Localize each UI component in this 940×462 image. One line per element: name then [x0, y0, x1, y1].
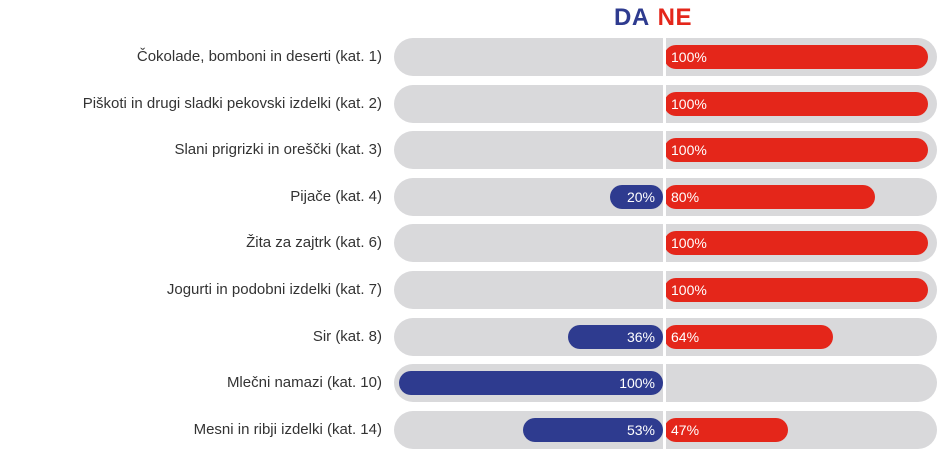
chart-row: Žita za zajtrk (kat. 6) 100%: [0, 223, 940, 263]
category-label: Jogurti in podobni izdelki (kat. 7): [166, 281, 382, 298]
bar-da: 36%: [567, 324, 663, 349]
center-divider: [663, 410, 666, 449]
center-divider: [663, 317, 666, 356]
center-divider: [663, 177, 666, 216]
bar-da: 53%: [523, 417, 663, 442]
chart-row: Mesni in ribji izdelki (kat. 14) 53% 47%: [0, 410, 940, 450]
category-label: Piškoti in drugi sladki pekovski izdelki…: [82, 94, 382, 112]
center-divider: [663, 271, 666, 309]
center-divider: [663, 84, 666, 123]
chart-row: Jogurti in podobni izdelki (kat. 7) 100%: [0, 270, 940, 310]
bar-da: 100%: [399, 371, 663, 396]
bar-ne: 100%: [664, 231, 928, 256]
category-label: Mesni in ribji izdelki (kat. 14): [193, 420, 382, 438]
category-label: Slani prigrizki in oreščki (kat. 3): [174, 141, 382, 159]
chart-row: Slani prigrizki in oreščki (kat. 3) 100%: [0, 130, 940, 170]
category-label: Žita za zajtrk (kat. 6): [246, 234, 382, 252]
bar-ne: 100%: [664, 45, 928, 69]
center-divider: [663, 38, 666, 76]
category-label: Pijače (kat. 4): [290, 187, 382, 205]
center-divider: [663, 224, 666, 263]
bar-ne: 80%: [664, 184, 876, 209]
category-label: Sir (kat. 8): [312, 327, 382, 345]
bar-ne: 64%: [664, 324, 833, 349]
chart-row: Pijače (kat. 4) 20% 80%: [0, 177, 940, 217]
category-label: Čokolade, bomboni in deserti (kat. 1): [136, 48, 382, 65]
chart-row: Mlečni namazi (kat. 10) 100%: [0, 363, 940, 403]
legend-da: DA: [614, 4, 650, 31]
bar-ne: 100%: [664, 138, 928, 163]
bar-ne: 100%: [664, 91, 928, 116]
bar-ne: 100%: [664, 278, 928, 302]
center-divider: [663, 364, 666, 403]
center-divider: [663, 131, 666, 170]
legend-ne: NE: [657, 4, 693, 31]
chart-row: Piškoti in drugi sladki pekovski izdelki…: [0, 84, 940, 124]
bar-da: 20%: [610, 184, 663, 209]
bar-ne: 47%: [664, 417, 789, 442]
chart-row: Čokolade, bomboni in deserti (kat. 1) 100…: [0, 37, 940, 77]
chart-row: Sir (kat. 8) 36% 64%: [0, 317, 940, 357]
category-label: Mlečni namazi (kat. 10): [226, 374, 382, 392]
legend: DA NE: [614, 4, 700, 32]
